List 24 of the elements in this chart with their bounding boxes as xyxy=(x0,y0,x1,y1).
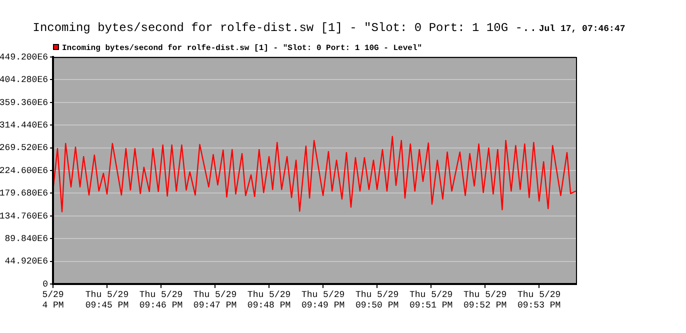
x-tick-label: Thu 5/29 09:50 PM xyxy=(355,290,399,311)
y-tick-label: 449.200E6 xyxy=(0,52,48,62)
y-tick-label: 179.680E6 xyxy=(0,188,48,199)
y-tick-label: 134.760E6 xyxy=(0,211,48,222)
y-tick-label: 404.280E6 xyxy=(0,75,48,86)
legend-label: Incoming bytes/second for rolfe-dist.sw [1] - "Slot: 0 Port: 1 10G - Level" xyxy=(62,44,422,53)
y-tick-label: 224.600E6 xyxy=(0,166,48,176)
x-tick-label: 5/29 4 PM xyxy=(42,290,64,311)
x-tick-label: Thu 5/29 09:49 PM xyxy=(301,290,345,311)
x-tick-label: Thu 5/29 09:45 PM xyxy=(85,290,129,311)
x-tick-label: Thu 5/29 09:46 PM xyxy=(139,290,183,311)
x-tick-label: Thu 5/29 09:48 PM xyxy=(247,290,291,311)
y-tick-label: 0 xyxy=(42,279,48,290)
x-tick-label: Thu 5/29 09:47 PM xyxy=(193,290,237,311)
y-tick-label: 359.360E6 xyxy=(0,98,48,108)
y-tick-label: 89.840E6 xyxy=(4,234,48,244)
y-tick-label: 269.520E6 xyxy=(0,143,48,154)
y-tick-label: 44.920E6 xyxy=(4,256,48,267)
x-tick-label: Thu 5/29 09:51 PM xyxy=(409,290,453,311)
chart-subtitle: Jul 17, 07:46:47 xyxy=(538,24,626,34)
y-tick-label: 314.440E6 xyxy=(0,120,48,130)
x-tick-label: Thu 5/29 09:53 PM xyxy=(517,290,561,311)
chart-title: Incoming bytes/second for rolfe-dist.sw [1] - "Slot: 0 Port: 1 10G -.. xyxy=(32,21,537,35)
x-tick-label: Thu 5/29 09:52 PM xyxy=(463,290,507,311)
